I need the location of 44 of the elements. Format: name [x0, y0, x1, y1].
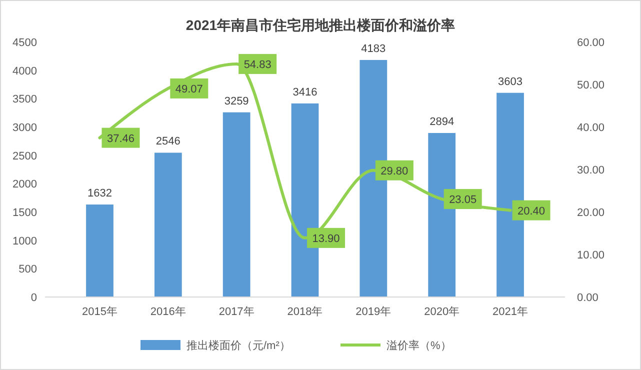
data-label: 29.80	[380, 165, 408, 178]
data-label: 23.05	[449, 194, 477, 206]
y2-tick-label: 50.00	[577, 80, 605, 92]
y-tick-label: 1500	[12, 207, 37, 219]
x-tick-label: 2020年	[424, 306, 460, 318]
y2-tick-label: 0.00	[577, 292, 598, 304]
y-tick-label: 3000	[12, 122, 37, 134]
data-label: 49.07	[175, 83, 203, 96]
y-tick-label: 2000	[12, 178, 37, 191]
y-tick-label: 0	[30, 292, 37, 304]
data-label: 3259	[224, 95, 249, 108]
y2-tick-label: 60.00	[577, 37, 605, 49]
data-label: 2546	[156, 136, 180, 148]
y2-tick-label: 20.00	[577, 207, 605, 219]
data-label: 4183	[361, 42, 386, 55]
y-tick-label: 2500	[12, 150, 37, 162]
x-tick-label: 2021年	[492, 306, 528, 318]
y-tick-label: 4000	[12, 65, 37, 78]
bar	[154, 152, 182, 297]
x-tick-label: 2018年	[287, 306, 323, 318]
bar	[86, 204, 114, 297]
data-label: 37.46	[106, 132, 134, 145]
y-tick-label: 4500	[12, 37, 37, 49]
y-tick-label: 3500	[12, 94, 37, 106]
data-label: 20.40	[518, 205, 546, 218]
data-label: 54.83	[244, 58, 272, 71]
data-label: 13.90	[312, 232, 340, 245]
data-label: 1632	[87, 188, 112, 200]
data-label: 3416	[292, 86, 318, 98]
legend-label: 推出楼面价（元/m²）	[186, 339, 290, 352]
y2-tick-label: 40.00	[577, 122, 605, 134]
bar	[222, 112, 250, 297]
legend-label: 溢价率（%）	[386, 339, 452, 352]
x-tick-label: 2019年	[356, 306, 392, 318]
y-tick-label: 500	[18, 264, 37, 276]
y2-tick-label: 10.00	[577, 250, 605, 262]
y-tick-label: 1000	[12, 235, 37, 248]
data-label: 3603	[498, 76, 523, 88]
data-label: 2894	[430, 116, 454, 128]
x-tick-label: 2017年	[218, 306, 254, 318]
y2-tick-label: 30.00	[577, 164, 605, 176]
x-tick-label: 2015年	[82, 306, 118, 318]
chart-title: 2021年南昌市住宅用地推出楼面价和溢价率	[186, 17, 456, 33]
x-tick-label: 2016年	[150, 306, 186, 318]
